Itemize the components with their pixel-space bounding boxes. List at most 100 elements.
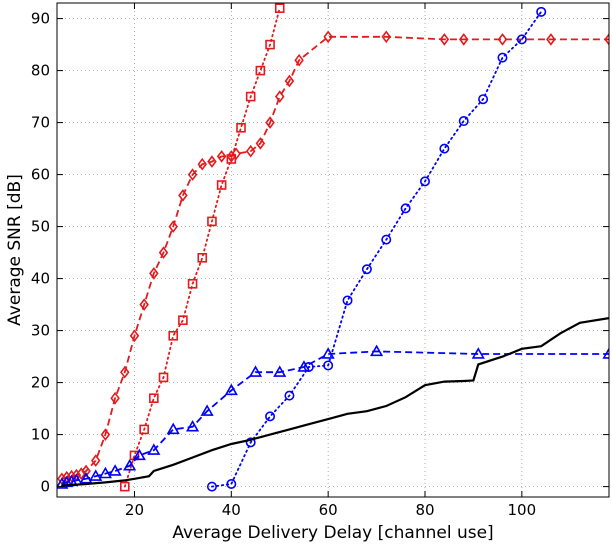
plot-frame: [56, 2, 610, 498]
data-point-diamond: [497, 33, 508, 46]
y-tick-label: 50: [31, 218, 50, 236]
data-point-diamond: [604, 33, 609, 46]
y-tick-label: 0: [40, 478, 50, 496]
series-line: [61, 317, 609, 487]
data-point-square: [119, 481, 130, 492]
data-point-triangle: [321, 347, 335, 359]
data-point-triangle: [370, 344, 384, 357]
data-point-circle: [206, 481, 217, 492]
data-point-circle: [361, 264, 372, 275]
series-line: [61, 350, 609, 485]
data-point-diamond: [274, 90, 285, 103]
series-1: [119, 3, 285, 492]
data-point-circle: [265, 411, 276, 422]
data-point-triangle: [248, 365, 263, 377]
data-point-circle: [478, 94, 489, 105]
data-point-triangle: [200, 404, 214, 416]
data-point-diamond: [110, 391, 120, 405]
x-tick-label: 20: [125, 501, 144, 519]
series-line: [61, 35, 609, 480]
x-tick-label: 100: [508, 501, 537, 519]
data-point-circle: [323, 360, 334, 371]
series-line: [123, 7, 281, 488]
data-point-circle: [226, 478, 237, 489]
data-point-diamond: [100, 428, 111, 441]
tick-marks: [57, 3, 609, 497]
data-point-circle: [400, 203, 411, 214]
data-point-diamond: [168, 220, 178, 233]
data-point-diamond: [323, 30, 333, 44]
data-point-diamond: [149, 267, 159, 280]
grid-lines: [57, 3, 609, 497]
data-point-diamond: [439, 33, 450, 46]
data-point-triangle: [89, 469, 103, 481]
data-point-diamond: [245, 144, 256, 158]
x-axis-label: Average Delivery Delay [channel use]: [172, 523, 493, 543]
y-tick-label: 70: [31, 114, 50, 132]
data-point-square: [216, 180, 227, 190]
data-point-square: [178, 315, 188, 326]
data-point-diamond: [129, 329, 140, 343]
data-point-circle: [342, 295, 353, 306]
y-axis-label: Average SNR [dB]: [5, 174, 25, 326]
data-point-square: [265, 39, 275, 50]
data-point-diamond: [255, 137, 266, 150]
data-point-triangle: [147, 443, 161, 455]
data-point-circle: [516, 34, 527, 45]
data-point-triangle: [108, 464, 122, 476]
series-layer: [57, 3, 609, 492]
data-point-square: [226, 154, 237, 164]
data-point-diamond: [90, 454, 101, 467]
data-point-diamond: [197, 157, 208, 171]
series-0: [57, 30, 609, 486]
data-point-triangle: [297, 360, 311, 372]
data-point-triangle: [57, 477, 69, 489]
data-point-circle: [284, 390, 295, 401]
y-tick-label: 40: [31, 270, 50, 288]
series-4: [61, 317, 609, 487]
data-point-diamond: [231, 147, 241, 161]
data-point-diamond: [216, 150, 227, 163]
data-point-square: [187, 278, 198, 289]
data-point-square: [168, 330, 179, 341]
data-point-square: [274, 3, 285, 13]
data-point-square: [207, 216, 217, 227]
data-point-circle: [419, 176, 430, 187]
y-tick-label: 20: [31, 374, 50, 392]
data-point-square: [149, 393, 159, 404]
data-point-diamond: [120, 365, 130, 379]
y-tick-label: 60: [31, 166, 50, 184]
data-point-diamond: [284, 74, 295, 88]
data-point-diamond: [294, 53, 304, 67]
data-point-square: [236, 123, 246, 133]
data-point-triangle: [186, 419, 200, 432]
series-2: [206, 6, 547, 492]
data-point-diamond: [458, 33, 469, 46]
data-point-triangle: [224, 383, 238, 396]
y-tick-label: 80: [31, 62, 50, 80]
data-point-square: [197, 253, 208, 263]
data-point-triangle: [123, 458, 137, 471]
data-point-diamond: [187, 168, 198, 181]
data-point-circle: [381, 234, 392, 245]
y-tick-label: 10: [31, 426, 50, 444]
data-point-triangle: [132, 448, 146, 461]
data-point-diamond: [178, 189, 188, 202]
data-point-circle: [458, 116, 469, 127]
x-tick-label: 80: [415, 501, 434, 519]
data-point-triangle: [98, 466, 112, 479]
series-line: [210, 10, 543, 488]
x-tick-label: 40: [222, 501, 241, 519]
data-point-square: [158, 372, 169, 383]
data-point-square: [139, 424, 149, 435]
y-tick-label: 30: [31, 322, 50, 340]
data-point-circle: [497, 52, 508, 63]
data-point-triangle: [273, 365, 287, 377]
data-point-triangle: [79, 471, 93, 484]
data-point-square: [245, 91, 256, 102]
data-point-circle: [439, 143, 450, 154]
data-point-circle: [245, 437, 256, 448]
y-tick-label: 90: [31, 10, 50, 28]
data-point-diamond: [381, 30, 392, 44]
